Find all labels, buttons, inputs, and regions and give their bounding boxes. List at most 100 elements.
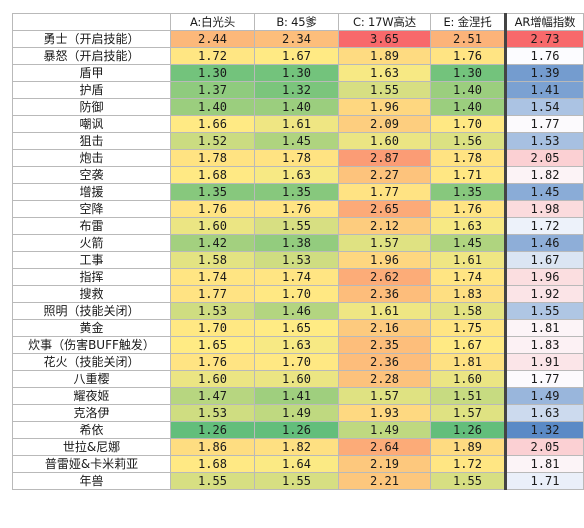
value-cell: 1.57 xyxy=(338,234,431,252)
value-cell: 1.32 xyxy=(254,81,339,99)
value-cell: 1.49 xyxy=(338,421,431,439)
value-cell: 1.70 xyxy=(430,115,506,133)
value-cell: 1.66 xyxy=(170,115,255,133)
table-row: 年兽 1.55 1.55 2.21 1.55 1.71 xyxy=(12,472,584,490)
row-label: 工事 xyxy=(12,251,171,269)
index-cell: 1.96 xyxy=(504,268,584,286)
value-cell: 1.76 xyxy=(430,47,506,65)
value-cell: 1.26 xyxy=(254,421,339,439)
table-body: 勇士（开启技能） 2.44 2.34 3.65 2.51 2.73 暴怒（开启技能） 1.72… xyxy=(12,30,584,490)
table-row: 希依 1.26 1.26 1.49 1.26 1.32 xyxy=(12,421,584,439)
row-label: 布雷 xyxy=(12,217,171,235)
index-cell: 1.77 xyxy=(504,115,584,133)
value-cell: 2.65 xyxy=(338,200,431,218)
value-cell: 1.42 xyxy=(170,234,255,252)
row-label: 照明（技能关闭） xyxy=(12,302,171,320)
value-cell: 1.60 xyxy=(254,370,339,388)
row-label: 空降 xyxy=(12,200,171,218)
index-cell: 1.92 xyxy=(504,285,584,303)
value-cell: 1.46 xyxy=(254,302,339,320)
index-cell: 1.91 xyxy=(504,353,584,371)
value-cell: 1.74 xyxy=(430,268,506,286)
row-label: 搜救 xyxy=(12,285,171,303)
header-row: A:白光头 B: 45爹 C: 17W高达 E: 金涅托 AR增幅指数 xyxy=(12,13,584,31)
table-row: 增援 1.35 1.35 1.77 1.35 1.45 xyxy=(12,183,584,201)
value-cell: 1.60 xyxy=(170,217,255,235)
value-cell: 1.37 xyxy=(170,81,255,99)
row-label: 空袭 xyxy=(12,166,171,184)
value-cell: 1.68 xyxy=(170,166,255,184)
value-cell: 1.56 xyxy=(430,132,506,150)
value-cell: 1.71 xyxy=(430,166,506,184)
value-cell: 1.89 xyxy=(430,438,506,456)
table-row: 防御 1.40 1.40 1.96 1.40 1.54 xyxy=(12,98,584,116)
value-cell: 2.09 xyxy=(338,115,431,133)
value-cell: 1.45 xyxy=(430,234,506,252)
value-cell: 2.34 xyxy=(254,30,339,48)
value-cell: 1.55 xyxy=(254,472,339,490)
value-cell: 2.36 xyxy=(338,285,431,303)
row-label: 希依 xyxy=(12,421,171,439)
table-row: 指挥 1.74 1.74 2.62 1.74 1.96 xyxy=(12,268,584,286)
row-label: 炊事（伤害BUFF触发） xyxy=(12,336,171,354)
row-label: 耀夜姬 xyxy=(12,387,171,405)
table-row: 花火（技能关闭） 1.76 1.70 2.36 1.81 1.91 xyxy=(12,353,584,371)
value-cell: 1.72 xyxy=(170,47,255,65)
table-row: 照明（技能关闭） 1.53 1.46 1.61 1.58 1.55 xyxy=(12,302,584,320)
header-ar-index: AR增幅指数 xyxy=(504,13,584,31)
table-row: 工事 1.58 1.53 1.96 1.61 1.67 xyxy=(12,251,584,269)
value-cell: 1.89 xyxy=(338,47,431,65)
value-cell: 1.60 xyxy=(430,370,506,388)
value-cell: 2.64 xyxy=(338,438,431,456)
value-cell: 2.21 xyxy=(338,472,431,490)
heatmap-table: A:白光头 B: 45爹 C: 17W高达 E: 金涅托 AR增幅指数 勇士（开… xyxy=(12,13,584,490)
index-cell: 1.49 xyxy=(504,387,584,405)
row-label: 防御 xyxy=(12,98,171,116)
value-cell: 1.30 xyxy=(430,64,506,82)
value-cell: 1.76 xyxy=(254,200,339,218)
table-row: 炮击 1.78 1.78 2.87 1.78 2.05 xyxy=(12,149,584,167)
row-label: 狙击 xyxy=(12,132,171,150)
value-cell: 1.49 xyxy=(254,404,339,422)
table-row: 嘲讽 1.66 1.61 2.09 1.70 1.77 xyxy=(12,115,584,133)
value-cell: 1.30 xyxy=(170,64,255,82)
value-cell: 1.58 xyxy=(430,302,506,320)
row-label: 增援 xyxy=(12,183,171,201)
index-cell: 1.63 xyxy=(504,404,584,422)
value-cell: 1.51 xyxy=(430,387,506,405)
value-cell: 1.55 xyxy=(338,81,431,99)
value-cell: 1.41 xyxy=(254,387,339,405)
index-cell: 1.77 xyxy=(504,370,584,388)
value-cell: 1.77 xyxy=(170,285,255,303)
value-cell: 1.53 xyxy=(170,404,255,422)
value-cell: 1.63 xyxy=(430,217,506,235)
value-cell: 1.78 xyxy=(170,149,255,167)
value-cell: 1.52 xyxy=(170,132,255,150)
value-cell: 1.81 xyxy=(430,353,506,371)
table-row: 世拉&尼娜 1.86 1.82 2.64 1.89 2.05 xyxy=(12,438,584,456)
value-cell: 1.57 xyxy=(338,387,431,405)
row-label: 护盾 xyxy=(12,81,171,99)
value-cell: 1.78 xyxy=(254,149,339,167)
value-cell: 1.61 xyxy=(430,251,506,269)
row-label: 盾甲 xyxy=(12,64,171,82)
value-cell: 1.40 xyxy=(430,81,506,99)
value-cell: 2.87 xyxy=(338,149,431,167)
table-row: 盾甲 1.30 1.30 1.63 1.30 1.39 xyxy=(12,64,584,82)
value-cell: 1.68 xyxy=(170,455,255,473)
value-cell: 1.70 xyxy=(254,285,339,303)
index-cell: 1.55 xyxy=(504,302,584,320)
index-cell: 1.46 xyxy=(504,234,584,252)
index-cell: 1.81 xyxy=(504,455,584,473)
value-cell: 2.28 xyxy=(338,370,431,388)
value-cell: 1.70 xyxy=(170,319,255,337)
row-label: 克洛伊 xyxy=(12,404,171,422)
row-label: 嘲讽 xyxy=(12,115,171,133)
value-cell: 1.93 xyxy=(338,404,431,422)
value-cell: 1.26 xyxy=(430,421,506,439)
value-cell: 1.40 xyxy=(430,98,506,116)
value-cell: 1.63 xyxy=(338,64,431,82)
table-row: 搜救 1.77 1.70 2.36 1.83 1.92 xyxy=(12,285,584,303)
value-cell: 1.58 xyxy=(170,251,255,269)
value-cell: 1.74 xyxy=(170,268,255,286)
